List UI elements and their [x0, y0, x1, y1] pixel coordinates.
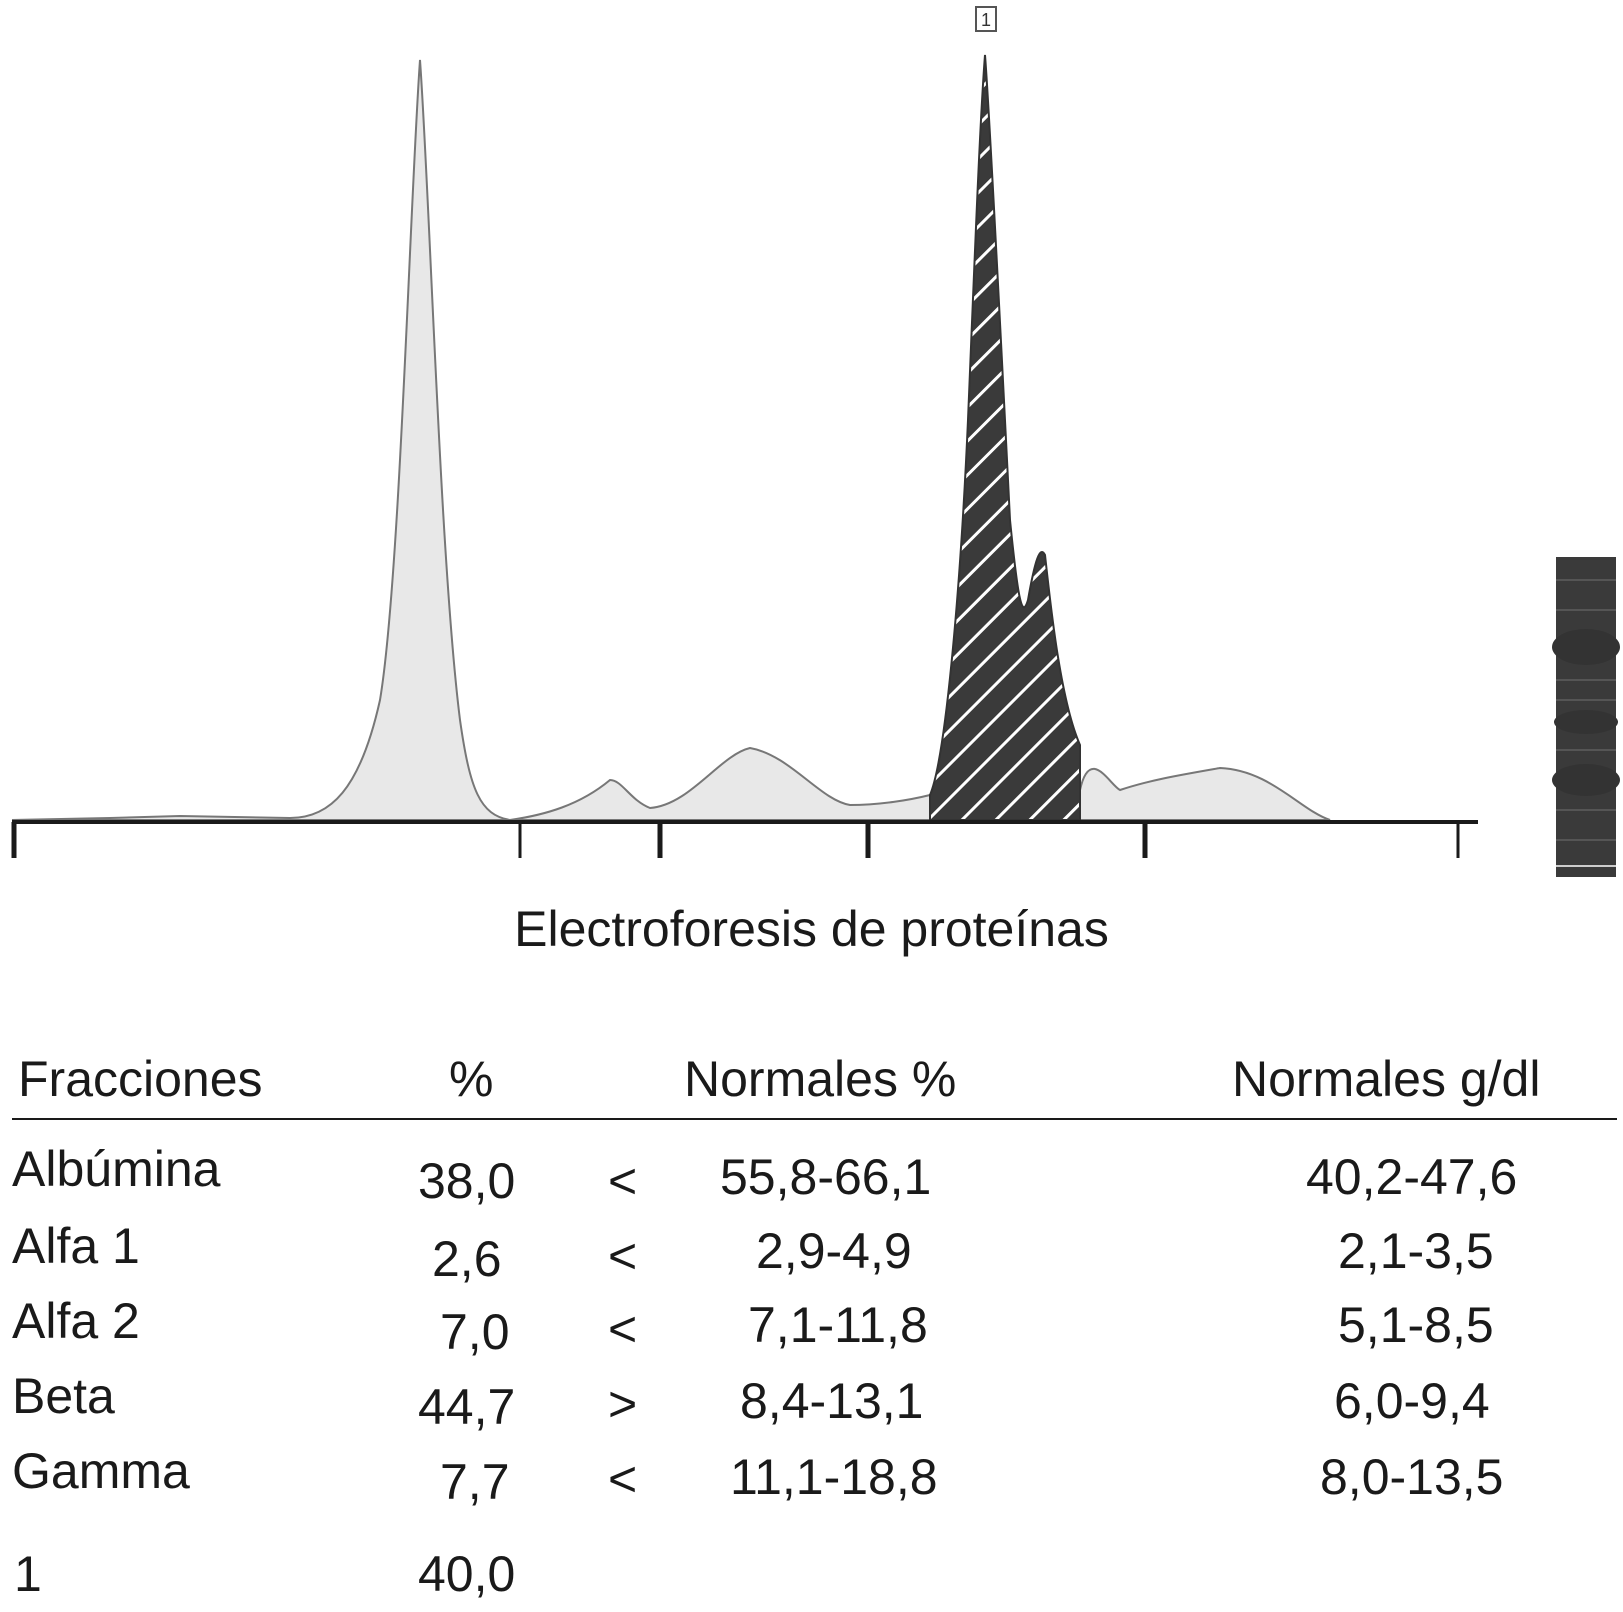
normal-percent-range: 7,1-11,8 [748, 1297, 928, 1353]
fraction-name: Gamma [12, 1443, 190, 1499]
header-percent: % [449, 1051, 494, 1107]
chart-title: Electroforesis de proteínas [514, 901, 1109, 957]
peak-row-name: 1 [14, 1546, 42, 1602]
header-fractions: Fracciones [18, 1051, 263, 1107]
normal-gdl-range: 5,1-8,5 [1338, 1297, 1494, 1353]
header-normal-percent: Normales % [684, 1051, 957, 1107]
comparison-sign: > [608, 1376, 638, 1432]
fraction-name: Alfa 1 [12, 1218, 140, 1274]
header-normal-gdl: Normales g/dl [1232, 1051, 1541, 1107]
normal-percent-range: 2,9-4,9 [756, 1223, 912, 1279]
comparison-sign: < [608, 1228, 638, 1284]
fraction-percent: 2,6 [432, 1231, 502, 1287]
protein-curve [11, 59, 1331, 822]
fraction-percent: 7,7 [440, 1454, 510, 1510]
normal-gdl-range: 2,1-3,5 [1338, 1223, 1494, 1279]
fraction-name: Alfa 2 [12, 1293, 140, 1349]
comparison-sign: < [608, 1451, 638, 1507]
normal-gdl-range: 6,0-9,4 [1334, 1373, 1490, 1429]
comparison-sign: < [608, 1301, 638, 1357]
normal-gdl-range: 40,2-47,6 [1306, 1149, 1518, 1205]
electrophoresis-chart: 1 [11, 6, 1620, 877]
beta-peak-highlight [929, 54, 1081, 821]
fraction-percent: 7,0 [440, 1304, 510, 1360]
fraction-percent: 38,0 [418, 1153, 516, 1209]
normal-gdl-range: 8,0-13,5 [1320, 1449, 1504, 1505]
fraction-name: Albúmina [12, 1141, 221, 1197]
peak-marker-box [975, 6, 997, 32]
peak-row-percent: 40,0 [418, 1546, 516, 1602]
normal-percent-range: 8,4-13,1 [740, 1373, 924, 1429]
peak-marker-label: 1 [981, 10, 991, 30]
gel-strip [1552, 557, 1620, 877]
fraction-name: Beta [12, 1368, 115, 1424]
comparison-sign: < [608, 1153, 638, 1209]
fraction-percent: 44,7 [418, 1379, 516, 1435]
normal-percent-range: 11,1-18,8 [730, 1449, 938, 1505]
header-divider [12, 1118, 1617, 1120]
normal-percent-range: 55,8-66,1 [720, 1149, 932, 1205]
